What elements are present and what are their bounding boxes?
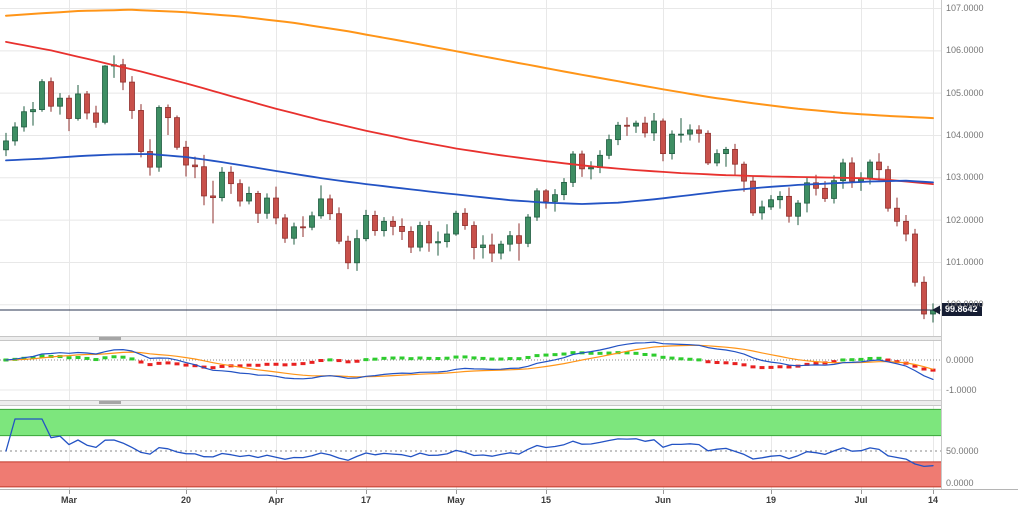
- panel-collapse-handle[interactable]: [99, 337, 121, 340]
- time-axis-tick: [276, 490, 277, 494]
- moving-averages-layer: [5, 8, 934, 205]
- price-pointer-arrow: [932, 305, 940, 315]
- axis-tick-label: 104.0000: [946, 129, 984, 140]
- panel-collapse-handle[interactable]: [99, 401, 121, 404]
- price-axis[interactable]: 99.8642 107.0000 106.0000 105.0000 104.0000…: [941, 0, 1018, 489]
- time-axis-tick: [546, 490, 547, 494]
- time-axis-tick: [663, 490, 664, 494]
- time-axis-tick: [456, 490, 457, 494]
- time-axis-tick: [933, 490, 934, 494]
- candles-layer: [3, 55, 936, 323]
- time-axis-label: Mar: [60, 495, 78, 505]
- axis-tick-label: 103.0000: [946, 172, 984, 183]
- axis-tick-label: 50.0000: [946, 445, 979, 456]
- time-axis-tick: [69, 490, 70, 494]
- time-axis-label: 20: [180, 495, 192, 505]
- axis-tick-label: 105.0000: [946, 87, 984, 98]
- panel-separator-macd[interactable]: [0, 336, 1018, 341]
- oscillator-chart[interactable]: [0, 406, 941, 489]
- axis-tick-label: 107.0000: [946, 3, 984, 14]
- time-axis-label: 14: [927, 495, 939, 505]
- axis-tick-label: 102.0000: [946, 214, 984, 225]
- macd-panel[interactable]: [0, 341, 941, 400]
- time-axis-label: 15: [540, 495, 552, 505]
- time-axis-tick: [771, 490, 772, 494]
- axis-tick-label: 101.0000: [946, 256, 984, 267]
- time-axis-label: 17: [360, 495, 372, 505]
- time-axis-tick: [366, 490, 367, 494]
- time-axis-label: May: [447, 495, 465, 505]
- price-panel[interactable]: [0, 0, 941, 336]
- oscillator-panel[interactable]: [0, 406, 941, 489]
- time-axis-tick: [861, 490, 862, 494]
- axis-tick-label: -1.0000: [946, 385, 977, 395]
- time-axis-label: Apr: [268, 495, 284, 505]
- time-axis-tick: [186, 490, 187, 494]
- axis-tick-label: 0.0000: [946, 477, 974, 488]
- axis-tick-label: 106.0000: [946, 45, 984, 56]
- time-axis[interactable]: Mar 20 Apr 17 May 15 Jun 19 Jul 14: [0, 489, 1018, 523]
- time-axis-label: 19: [765, 495, 777, 505]
- vertical-gridlines: [69, 0, 934, 336]
- time-axis-label: Jul: [854, 495, 868, 505]
- axis-tick-label: 100.0000: [946, 299, 984, 310]
- time-axis-label: Jun: [654, 495, 672, 505]
- axis-tick-label: 0.0000: [946, 354, 974, 365]
- panel-separator-oscillator[interactable]: [0, 400, 1018, 406]
- last-price-badge: 99.8642: [942, 303, 982, 316]
- candlestick-chart[interactable]: [0, 0, 941, 336]
- overbought-oversold-bands: [0, 408, 941, 488]
- macd-chart[interactable]: [0, 341, 941, 400]
